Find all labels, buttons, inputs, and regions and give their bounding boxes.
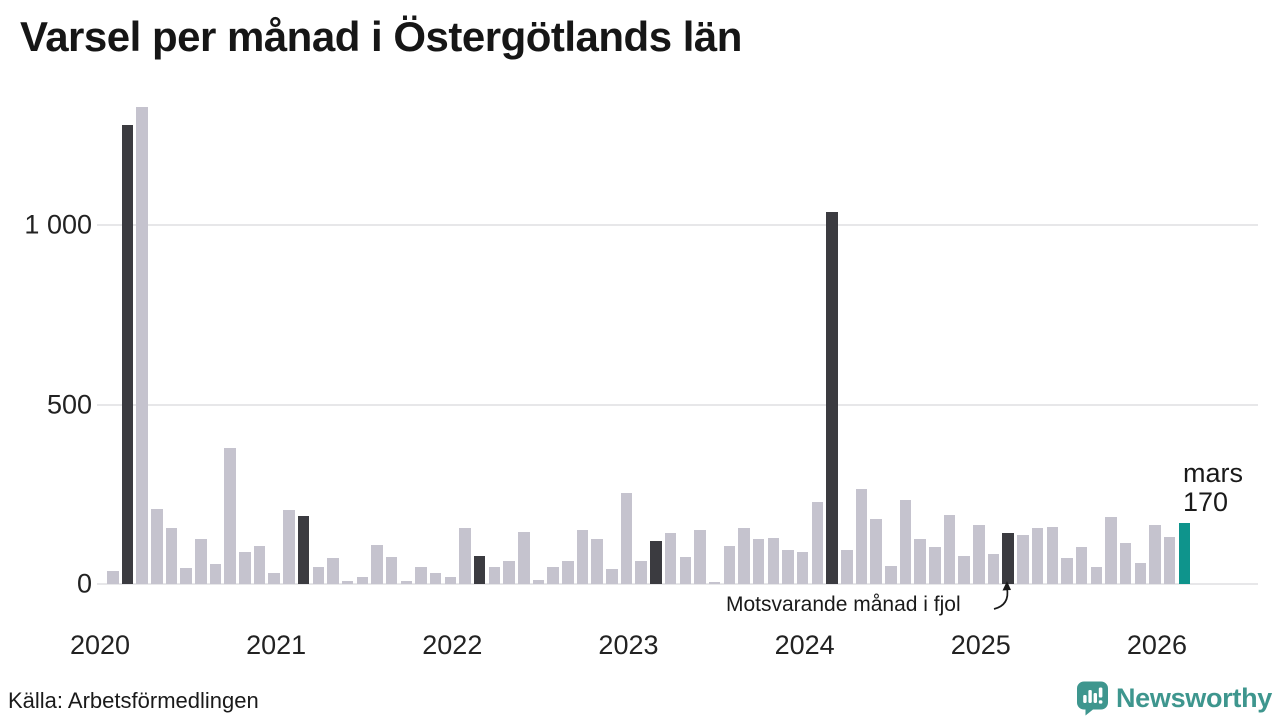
bar-2021-10 (400, 581, 413, 584)
bar-2026-01 (1149, 524, 1161, 584)
annotation-arrow-icon (993, 581, 1011, 610)
bar-2022-01 (444, 576, 457, 584)
bar-2023-05 (679, 557, 691, 584)
bar-2024-07 (885, 566, 897, 584)
bar-2022-06 (518, 531, 530, 584)
bar-2021-03 (297, 515, 310, 584)
bar-2025-07 (1061, 558, 1073, 584)
bar-2020-12 (253, 546, 266, 584)
bar-2021-08 (371, 544, 383, 584)
bar-2024-09 (914, 539, 926, 584)
y-axis-tick-1000: 1 000 (24, 209, 92, 240)
bar-2021-09 (385, 557, 398, 584)
bar-2025-03 (1002, 533, 1014, 584)
bar-2020-11 (239, 551, 251, 584)
bar-2021-04 (312, 567, 324, 584)
bar-2023-09 (738, 528, 750, 584)
bar-2021-05 (327, 558, 339, 584)
bar-2021-02 (283, 510, 295, 584)
bar-2021-12 (429, 573, 442, 584)
bar-2022-02 (459, 528, 471, 584)
newsworthy-pin-barchart-icon (1076, 681, 1108, 716)
y-axis-tick-0: 0 (76, 568, 92, 599)
bar-2022-12 (606, 568, 618, 584)
bar-2024-08 (899, 499, 912, 584)
bar-2020-03 (121, 124, 134, 584)
bar-2022-11 (591, 539, 603, 584)
bar-2020-05 (151, 508, 163, 584)
bar-2022-03 (473, 556, 486, 584)
bar-2024-05 (855, 488, 868, 584)
x-axis-tick-2025: 2025 (950, 630, 1011, 660)
bar-2023-12 (782, 550, 794, 584)
x-axis-tick-2020: 2020 (69, 630, 131, 660)
bar-2025-02 (987, 553, 1000, 584)
bar-2023-06 (694, 530, 706, 584)
bar-2022-08 (547, 567, 559, 584)
bar-2025-01 (973, 525, 985, 584)
bar-2024-11 (943, 515, 956, 584)
bar-2022-10 (576, 530, 589, 584)
x-axis-tick-2026: 2026 (1126, 630, 1187, 660)
bar-2023-04 (664, 533, 677, 584)
y-axis-tick-500: 500 (46, 389, 92, 419)
bar-2023-10 (752, 539, 765, 584)
bar-2024-10 (929, 547, 941, 584)
bar-2025-10 (1105, 517, 1117, 584)
bar-2025-04 (1017, 535, 1029, 584)
current-month-value: 170 (1183, 487, 1229, 517)
bar-2024-04 (841, 549, 853, 584)
bar-2023-03 (650, 540, 662, 584)
x-axis-tick-2022: 2022 (422, 630, 483, 660)
bar-2025-05 (1031, 528, 1044, 584)
x-axis-tick-2023: 2023 (598, 630, 659, 660)
bar-2021-07 (356, 576, 368, 584)
bar-2023-08 (723, 545, 735, 584)
bar-2024-06 (870, 519, 882, 584)
bar-2025-06 (1046, 527, 1058, 584)
bar-2023-01 (620, 492, 633, 584)
bar-2024-03 (826, 212, 838, 584)
bar-2020-10 (224, 447, 236, 584)
bar-2020-04 (136, 106, 148, 584)
bar-2024-02 (811, 502, 824, 584)
gridline-0 (97, 583, 1258, 585)
current-month-name: mars (1183, 458, 1243, 488)
bar-2023-07 (708, 581, 721, 584)
bar-2025-08 (1075, 547, 1088, 584)
bar-2020-07 (180, 567, 192, 584)
bar-2024-01 (796, 552, 809, 584)
gridline-1000 (97, 224, 1258, 226)
bar-2022-07 (532, 580, 545, 584)
bar-2025-12 (1134, 563, 1146, 584)
chart-title: Varsel per månad i Östergötlands län (20, 13, 742, 60)
bar-2026-03 (1178, 523, 1191, 584)
newsworthy-wordmark: Newsworthy (1115, 683, 1272, 713)
bar-2020-08 (195, 539, 207, 584)
bar-2022-04 (488, 567, 501, 584)
bar-2022-09 (562, 561, 574, 584)
x-axis-tick-2021: 2021 (246, 630, 307, 660)
bar-2023-02 (635, 561, 647, 584)
bar-2024-12 (958, 556, 970, 584)
bar-2021-11 (415, 567, 427, 584)
bar-2020-09 (209, 564, 222, 584)
bar-2023-11 (767, 538, 780, 584)
bar-2020-02 (107, 571, 119, 584)
x-axis-tick-2024: 2024 (774, 630, 835, 660)
bar-2021-01 (268, 573, 280, 584)
bar-2026-02 (1163, 537, 1176, 584)
bar-2025-11 (1119, 543, 1132, 584)
current-month-callout: mars 170 (1183, 459, 1243, 517)
newsworthy-logo: Newsworthy (1076, 681, 1272, 716)
bar-2025-09 (1090, 567, 1102, 584)
compare-annotation-label: Motsvarande månad i fjol (726, 593, 961, 616)
bar-2020-06 (165, 528, 178, 584)
bar-2022-05 (503, 561, 515, 584)
gridline-500 (97, 403, 1258, 406)
bar-2021-06 (341, 581, 354, 584)
source-attribution: Källa: Arbetsförmedlingen (8, 688, 259, 713)
